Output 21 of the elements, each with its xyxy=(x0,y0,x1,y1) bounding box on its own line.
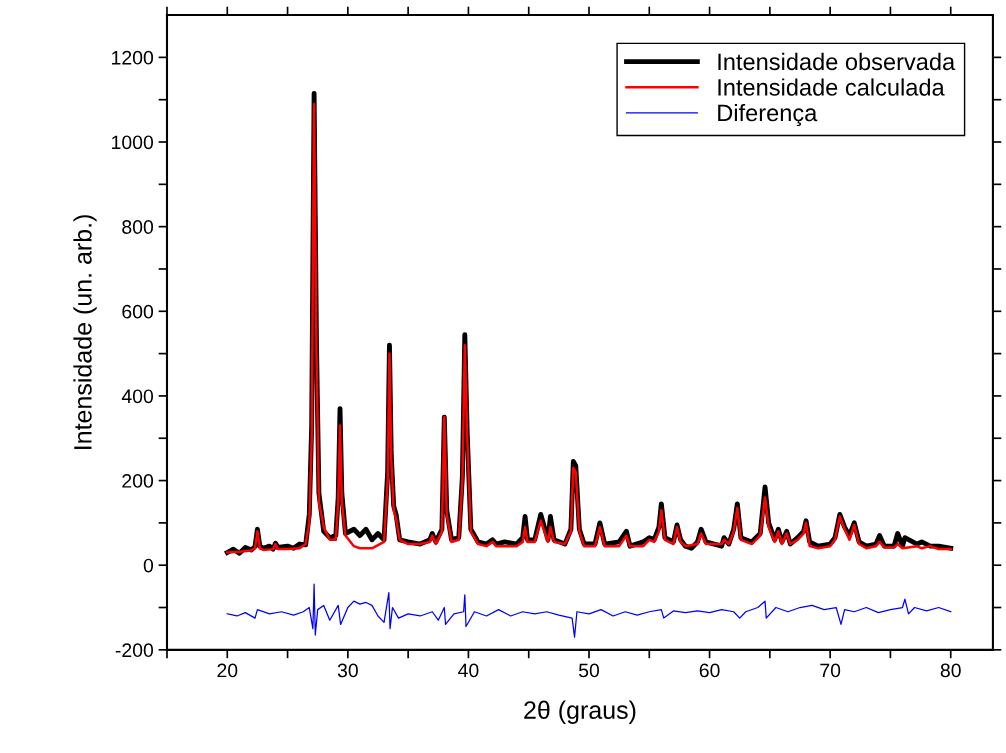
y-tick-label: -200 xyxy=(115,643,154,658)
x-tick-label: 80 xyxy=(940,663,961,678)
y-tick-label: 0 xyxy=(143,558,154,573)
y-tick-label: 800 xyxy=(122,220,154,234)
y-tick-label: 1000 xyxy=(112,135,154,150)
x-tick-label: 20 xyxy=(217,663,238,678)
x-tick-label: 70 xyxy=(820,663,841,678)
x-tick-label: 40 xyxy=(458,663,479,678)
x-tick-label: 50 xyxy=(578,663,600,678)
y-tick-label: 200 xyxy=(122,474,154,488)
legend-label: Intensidade calculada xyxy=(718,78,945,96)
line-series xyxy=(226,583,952,638)
y-tick-label: 400 xyxy=(121,389,154,404)
y-tick-label: 1200 xyxy=(112,50,154,65)
x-tick-label: 60 xyxy=(699,663,720,678)
legend-label: Diferença xyxy=(718,103,818,127)
legend-label: Intensidade observada xyxy=(718,52,956,71)
x-tick-label: 30 xyxy=(337,663,358,678)
y-tick-label: 600 xyxy=(122,304,154,319)
x-axis-title: 2θ (graus) xyxy=(524,700,636,724)
y-axis-title: Intensidade (un. arb.) xyxy=(73,215,97,449)
